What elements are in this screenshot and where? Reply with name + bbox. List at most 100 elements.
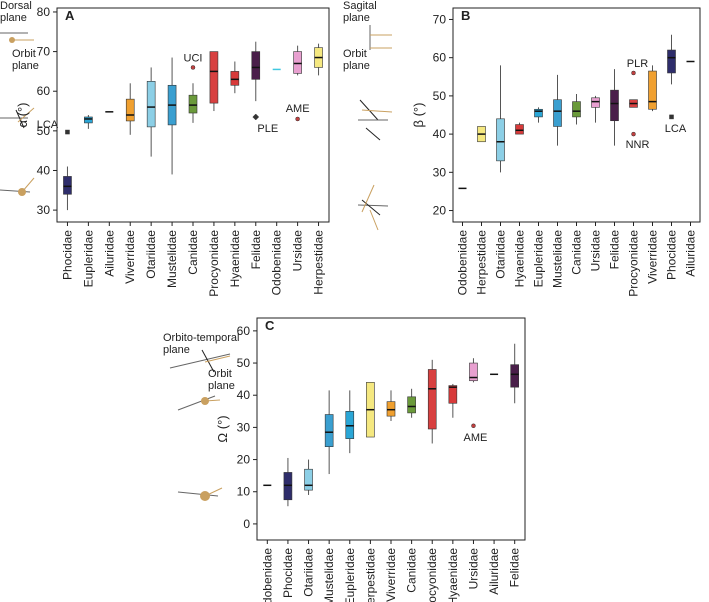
box	[125, 98, 135, 122]
x-tick-label: Phocidae	[281, 548, 295, 598]
box	[251, 51, 261, 80]
box	[496, 118, 505, 162]
y-tick-label: 70	[37, 45, 51, 59]
outlier-label: UCI	[184, 52, 203, 64]
x-tick-label: Ursidae	[589, 230, 603, 272]
annotation: Orbit plane	[208, 368, 235, 392]
box	[469, 362, 478, 382]
x-tick-label: Herpestidae	[475, 230, 489, 295]
x-tick-label: Odobenidae	[260, 548, 274, 602]
x-tick-label: Eupleridae	[532, 230, 546, 288]
box	[84, 116, 93, 124]
x-tick-label: Canidae	[405, 548, 419, 593]
outlier	[190, 65, 196, 70]
x-tick-label: Canidae	[570, 230, 584, 275]
box	[427, 369, 437, 430]
box	[510, 364, 519, 388]
x-tick-label: Ailuridae	[684, 230, 698, 277]
box	[386, 401, 396, 417]
box	[534, 108, 543, 118]
outlier-label: PLE	[257, 123, 278, 135]
outlier-label: LCA	[37, 119, 59, 131]
x-tick-label: Odobenidae	[456, 230, 470, 296]
x-tick-label: Ailuridae	[102, 230, 116, 277]
x-tick-label: Otariidae	[144, 230, 158, 279]
box	[324, 414, 334, 447]
y-tick-label: 10	[237, 485, 251, 499]
x-tick-label: Felidae	[249, 230, 263, 270]
y-tick-label: 40	[37, 163, 51, 177]
x-tick-label: Viverridae	[646, 230, 660, 284]
box	[63, 176, 72, 195]
outlier	[631, 131, 636, 137]
y-tick-label: 50	[237, 356, 251, 370]
x-tick-label: Procyonidae	[207, 230, 221, 297]
panel-label: A	[65, 8, 75, 23]
outlier-label: AME	[464, 432, 488, 444]
annotation: Orbit plane	[12, 48, 39, 72]
y-tick-label: 30	[433, 165, 447, 179]
annotation: Orbito-temporal plane	[163, 332, 240, 356]
y-tick-label: 30	[37, 203, 51, 217]
x-tick-label: Hyaenidae	[228, 230, 242, 288]
box	[572, 101, 581, 118]
box	[448, 385, 458, 404]
x-tick-label: Ursidae	[466, 548, 480, 590]
box	[591, 97, 600, 108]
x-tick-label: Felidae	[608, 230, 622, 270]
box	[146, 81, 156, 128]
x-tick-label: Canidae	[186, 230, 200, 275]
outlier	[295, 116, 300, 122]
y-axis-label: Ω (°)	[215, 415, 230, 442]
x-tick-label: Otariidae	[494, 230, 508, 279]
y-tick-label: 40	[237, 388, 251, 402]
y-tick-label: 30	[237, 420, 251, 434]
y-axis-label: β (°)	[411, 103, 426, 128]
box	[304, 468, 313, 491]
outlier	[669, 114, 674, 120]
outlier-label: NNR	[626, 139, 650, 151]
x-tick-label: Phocidae	[665, 230, 679, 280]
annotation: Dorsal plane	[0, 0, 32, 24]
x-tick-label: Procyonidae	[425, 548, 439, 602]
box	[407, 396, 416, 414]
box	[553, 99, 562, 127]
box	[188, 94, 198, 114]
annotation: Sagital plane	[343, 0, 377, 24]
plot-frame	[256, 317, 526, 541]
x-tick-label: Mustelidae	[551, 230, 565, 288]
y-tick-label: 80	[37, 5, 51, 19]
x-tick-label: Eupleridae	[343, 548, 357, 602]
y-tick-label: 50	[433, 89, 447, 103]
x-tick-label: Herpestidae	[363, 548, 377, 602]
box	[667, 49, 676, 74]
y-tick-label: 60	[37, 84, 51, 98]
box	[648, 70, 657, 110]
x-tick-label: Odobenidae	[270, 230, 284, 296]
box	[230, 71, 240, 86]
x-tick-label: Herpestidae	[312, 230, 326, 295]
y-tick-label: 60	[433, 51, 447, 65]
x-tick-label: Viverridae	[384, 548, 398, 602]
y-tick-label: 50	[37, 124, 51, 138]
x-tick-label: Hyaenidae	[446, 548, 460, 602]
x-tick-label: Phocidae	[60, 230, 74, 280]
outlier	[252, 113, 260, 121]
box	[515, 124, 524, 135]
y-tick-label: 20	[237, 453, 251, 467]
x-tick-label: Mustelidae	[322, 548, 336, 602]
outlier-label: AME	[286, 103, 310, 115]
y-axis-label: α (°)	[15, 103, 30, 128]
outlier	[65, 129, 70, 135]
outlier-label: LCA	[665, 123, 687, 135]
outlier	[631, 70, 636, 76]
x-tick-label: Ailuridae	[487, 548, 501, 595]
outlier	[471, 423, 476, 429]
x-tick-label: Procyonidae	[627, 230, 641, 297]
box	[610, 89, 619, 122]
box	[293, 51, 302, 74]
x-tick-label: Mustelidae	[165, 230, 179, 288]
x-tick-label: Felidae	[508, 548, 522, 588]
box	[209, 51, 219, 104]
